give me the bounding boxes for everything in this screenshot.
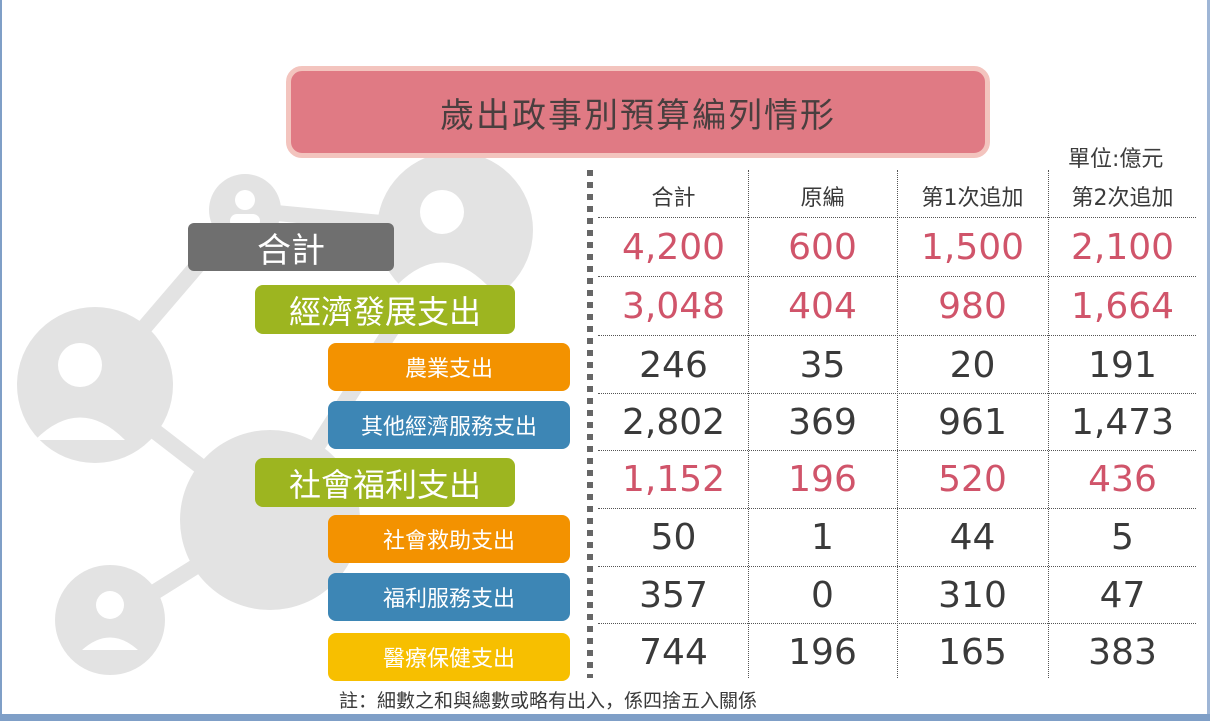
table-cell: 1,664 bbox=[1070, 285, 1175, 327]
table-cell: 980 bbox=[938, 285, 1007, 327]
column-header-supplement-2: 第2次追加 bbox=[1071, 186, 1174, 211]
column-header-original: 原編 bbox=[800, 186, 845, 211]
column-separator bbox=[897, 170, 898, 678]
table-cell: 4,200 bbox=[621, 226, 726, 268]
column-separator bbox=[1048, 170, 1049, 678]
table-cell: 0 bbox=[811, 574, 834, 616]
page-title: 歲出政事別預算編列情形 bbox=[440, 95, 836, 136]
table-cell: 191 bbox=[1088, 344, 1157, 386]
table-cell: 310 bbox=[938, 574, 1007, 616]
unit-label: 單位:億元 bbox=[1068, 147, 1164, 172]
table-cell: 196 bbox=[788, 458, 857, 500]
table-cell: 47 bbox=[1099, 574, 1146, 616]
table-cell: 744 bbox=[639, 631, 708, 673]
table-cell: 961 bbox=[938, 401, 1007, 443]
table-cell: 35 bbox=[799, 344, 846, 386]
row-label-healthcare: 醫療保健支出 bbox=[328, 633, 570, 681]
column-header-total: 合計 bbox=[651, 186, 696, 211]
footnote: 註：細數之和與總數或略有出入，係四捨五入關係 bbox=[339, 690, 758, 712]
row-label-social-assistance: 社會救助支出 bbox=[328, 515, 570, 563]
row-label-welfare-services: 福利服務支出 bbox=[328, 573, 570, 621]
column-separator bbox=[748, 170, 749, 678]
row-label-economic: 經濟發展支出 bbox=[255, 285, 515, 334]
row-label-total: 合計 bbox=[188, 223, 394, 271]
table-cell: 196 bbox=[788, 631, 857, 673]
table-cell: 436 bbox=[1088, 458, 1157, 500]
table-cell: 3,048 bbox=[621, 285, 726, 327]
table-cell: 44 bbox=[949, 516, 996, 558]
row-separator bbox=[598, 623, 1196, 624]
table-cell: 1,500 bbox=[920, 226, 1025, 268]
table-cell: 165 bbox=[938, 631, 1007, 673]
table-cell: 2,100 bbox=[1070, 226, 1175, 268]
table-cell: 600 bbox=[788, 226, 857, 268]
table-cell: 1,473 bbox=[1070, 401, 1175, 443]
row-separator bbox=[598, 276, 1196, 277]
row-label-agriculture: 農業支出 bbox=[328, 343, 570, 391]
row-separator bbox=[598, 393, 1196, 394]
row-label-social-welfare: 社會福利支出 bbox=[255, 458, 515, 507]
frame-bottom-border bbox=[0, 714, 1210, 721]
table-cell: 520 bbox=[938, 458, 1007, 500]
table-cell: 357 bbox=[639, 574, 708, 616]
table-cell: 1,152 bbox=[621, 458, 726, 500]
frame-left-border bbox=[0, 0, 2, 721]
table-cell: 246 bbox=[639, 344, 708, 386]
table-cell: 369 bbox=[788, 401, 857, 443]
row-separator bbox=[598, 450, 1196, 451]
table-cell: 2,802 bbox=[621, 401, 726, 443]
row-separator bbox=[598, 566, 1196, 567]
table-cell: 1 bbox=[811, 516, 834, 558]
table-cell: 404 bbox=[788, 285, 857, 327]
title-banner: 歲出政事別預算編列情形 bbox=[286, 66, 990, 158]
table-cell: 383 bbox=[1088, 631, 1157, 673]
table-cell: 5 bbox=[1111, 516, 1134, 558]
label-column-divider bbox=[587, 170, 593, 678]
table-cell: 20 bbox=[949, 344, 996, 386]
row-label-other-economic: 其他經濟服務支出 bbox=[328, 401, 570, 449]
row-separator bbox=[598, 217, 1196, 218]
frame-right-border bbox=[1207, 0, 1210, 721]
table-cell: 50 bbox=[650, 516, 697, 558]
column-header-supplement-1: 第1次追加 bbox=[921, 186, 1024, 211]
row-separator bbox=[598, 508, 1196, 509]
row-separator bbox=[598, 335, 1196, 336]
